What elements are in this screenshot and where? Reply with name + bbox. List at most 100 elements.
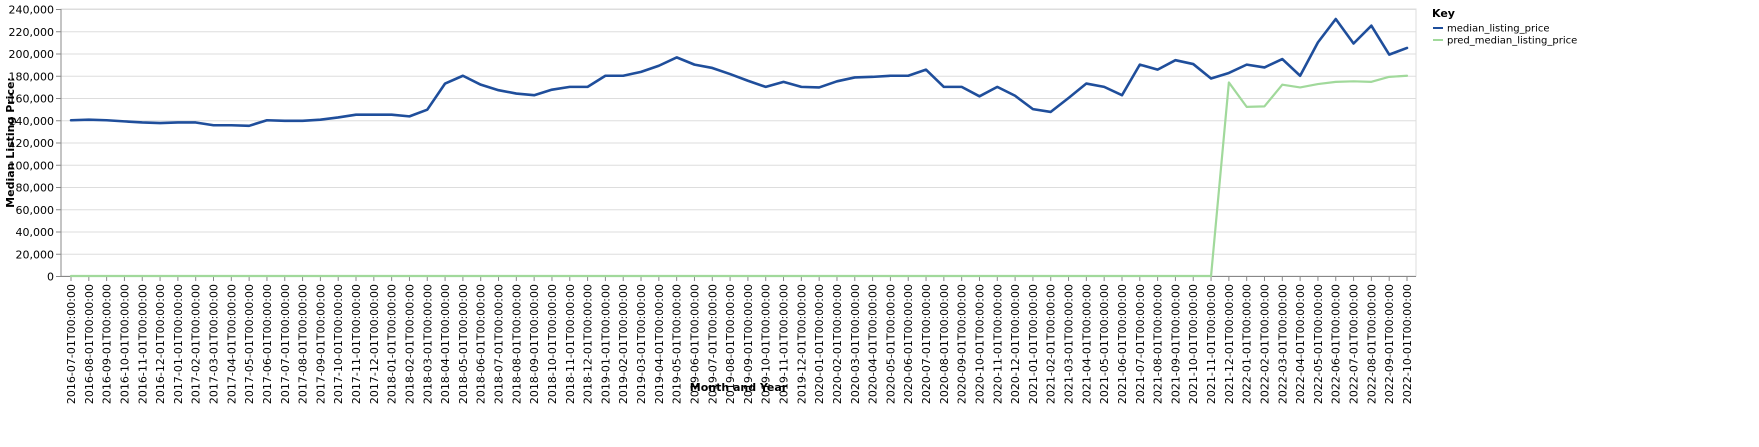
x-tick-label: 2018-04-01T00:00:00: [439, 284, 452, 404]
x-tick-label: 2019-03-01T00:00:00: [635, 284, 648, 404]
x-tick-label: 2016-08-01T00:00:00: [83, 284, 96, 404]
x-tick-label: 2018-03-01T00:00:00: [421, 284, 434, 404]
x-tick-label: 2018-08-01T00:00:00: [510, 284, 523, 404]
x-tick-label: 2022-07-01T00:00:00: [1348, 284, 1361, 404]
x-tick-label: 2020-12-01T00:00:00: [1009, 284, 1022, 404]
x-tick-label: 2019-09-01T00:00:00: [742, 284, 755, 404]
x-tick-label: 2021-02-01T00:00:00: [1045, 284, 1058, 404]
x-tick-label: 2019-02-01T00:00:00: [617, 284, 630, 404]
x-tick-label: 2019-05-01T00:00:00: [671, 284, 684, 404]
x-tick-label: 2021-08-01T00:00:00: [1152, 284, 1165, 404]
x-tick-label: 2018-01-01T00:00:00: [386, 284, 399, 404]
x-tick-label: 2017-05-01T00:00:00: [243, 284, 256, 404]
x-axis-title: Month and Year: [690, 381, 788, 394]
y-tick-label: 220,000: [9, 26, 55, 39]
x-tick-label: 2017-03-01T00:00:00: [208, 284, 221, 404]
x-axis: 2016-07-01T00:00:00 2016-08-01T00:00:00 20…: [61, 276, 1416, 404]
y-tick-label: 20,000: [16, 248, 55, 261]
y-tick-label: 40,000: [16, 226, 55, 239]
x-tick-label: 2020-06-01T00:00:00: [902, 284, 915, 404]
x-tick-label: 2017-12-01T00:00:00: [368, 284, 381, 404]
legend-label: median_listing_price: [1447, 24, 1550, 35]
gridlines: [61, 9, 1416, 277]
x-tick-label: 2017-06-01T00:00:00: [261, 284, 274, 404]
x-tick-label: 2017-02-01T00:00:00: [190, 284, 203, 404]
x-tick-label: 2016-10-01T00:00:00: [118, 284, 131, 404]
x-tick-label: 2017-09-01T00:00:00: [314, 284, 327, 404]
y-axis-title: Median Listing Price:: [4, 77, 17, 208]
y-tick-label: 160,000: [9, 93, 55, 106]
x-tick-label: 2021-03-01T00:00:00: [1063, 284, 1076, 404]
y-tick-label: 180,000: [9, 70, 55, 83]
x-tick-label: 2018-10-01T00:00:00: [546, 284, 559, 404]
x-tick-label: 2018-06-01T00:00:00: [475, 284, 488, 404]
series-line-pred-median-listing-price: [69, 74, 1409, 278]
x-tick-label: 2022-01-01T00:00:00: [1241, 284, 1254, 404]
x-tick-label: 2022-08-01T00:00:00: [1365, 284, 1378, 404]
x-tick-label: 2022-04-01T00:00:00: [1294, 284, 1307, 404]
legend-label: pred_median_listing_price: [1447, 36, 1577, 47]
x-tick-label: 2020-11-01T00:00:00: [991, 284, 1004, 404]
x-tick-label: 2020-02-01T00:00:00: [831, 284, 844, 404]
y-tick-label: 0: [47, 271, 54, 284]
x-tick-label: 2022-05-01T00:00:00: [1312, 284, 1325, 404]
y-axis: 0 20,000 40,000 60,000 80,000 100,000 120,000 1…: [9, 4, 62, 284]
x-tick-label: 2017-10-01T00:00:00: [332, 284, 345, 404]
x-tick-label: 2016-07-01T00:00:00: [65, 284, 78, 404]
legend-title: Key: [1432, 7, 1455, 20]
x-tick-label: 2020-08-01T00:00:00: [938, 284, 951, 404]
x-tick-label: 2022-02-01T00:00:00: [1258, 284, 1271, 404]
x-tick-label: 2021-10-01T00:00:00: [1187, 284, 1200, 404]
y-tick-label: 80,000: [16, 182, 55, 195]
x-tick-label: 2020-07-01T00:00:00: [920, 284, 933, 404]
x-tick-label: 2017-08-01T00:00:00: [297, 284, 310, 404]
y-tick-label: 100,000: [9, 159, 55, 172]
x-tick-label: 2019-07-01T00:00:00: [706, 284, 719, 404]
x-tick-label: 2016-09-01T00:00:00: [101, 284, 114, 404]
x-tick-label: 2021-01-01T00:00:00: [1027, 284, 1040, 404]
x-tick-label: 2019-11-01T00:00:00: [778, 284, 791, 404]
y-tick-label: 200,000: [9, 48, 55, 61]
series-line-median-listing-price: [69, 17, 1409, 128]
series-layer: [69, 17, 1409, 278]
x-tick-label: 2018-12-01T00:00:00: [582, 284, 595, 404]
x-tick-label: 2018-02-01T00:00:00: [403, 284, 416, 404]
x-tick-label: 2021-04-01T00:00:00: [1080, 284, 1093, 404]
legend: Key median_listing_pricepred_median_list…: [1432, 7, 1577, 47]
x-tick-label: 2017-01-01T00:00:00: [172, 284, 185, 404]
x-tick-label: 2020-09-01T00:00:00: [956, 284, 969, 404]
x-tick-label: 2022-10-01T00:00:00: [1401, 284, 1414, 404]
x-tick-label: 2019-06-01T00:00:00: [688, 284, 701, 404]
x-tick-label: 2021-05-01T00:00:00: [1098, 284, 1111, 404]
x-tick-label: 2020-01-01T00:00:00: [813, 284, 826, 404]
x-tick-label: 2019-08-01T00:00:00: [724, 284, 737, 404]
x-tick-label: 2021-09-01T00:00:00: [1169, 284, 1182, 404]
x-tick-label: 2019-04-01T00:00:00: [653, 284, 666, 404]
x-tick-label: 2022-03-01T00:00:00: [1276, 284, 1289, 404]
x-tick-label: 2021-07-01T00:00:00: [1134, 284, 1147, 404]
x-tick-label: 2016-11-01T00:00:00: [136, 284, 149, 404]
y-tick-label: 240,000: [9, 4, 55, 17]
x-tick-label: 2021-12-01T00:00:00: [1223, 284, 1236, 404]
x-tick-label: 2017-11-01T00:00:00: [350, 284, 363, 404]
x-tick-label: 2016-12-01T00:00:00: [154, 284, 167, 404]
x-tick-label: 2022-09-01T00:00:00: [1383, 284, 1396, 404]
x-tick-label: 2017-04-01T00:00:00: [225, 284, 238, 404]
x-tick-label: 2019-01-01T00:00:00: [599, 284, 612, 404]
x-tick-label: 2022-06-01T00:00:00: [1330, 284, 1343, 404]
x-tick-label: 2020-05-01T00:00:00: [884, 284, 897, 404]
x-tick-label: 2018-07-01T00:00:00: [493, 284, 506, 404]
y-tick-label: 60,000: [16, 204, 55, 217]
x-tick-label: 2017-07-01T00:00:00: [279, 284, 292, 404]
x-tick-label: 2018-05-01T00:00:00: [457, 284, 470, 404]
x-tick-label: 2020-10-01T00:00:00: [973, 284, 986, 404]
y-tick-label: 120,000: [9, 137, 55, 150]
x-tick-label: 2018-09-01T00:00:00: [528, 284, 541, 404]
x-tick-label: 2020-03-01T00:00:00: [849, 284, 862, 404]
x-tick-label: 2021-11-01T00:00:00: [1205, 284, 1218, 404]
x-tick-label: 2020-04-01T00:00:00: [867, 284, 880, 404]
x-tick-label: 2019-12-01T00:00:00: [795, 284, 808, 404]
x-tick-label: 2018-11-01T00:00:00: [564, 284, 577, 404]
